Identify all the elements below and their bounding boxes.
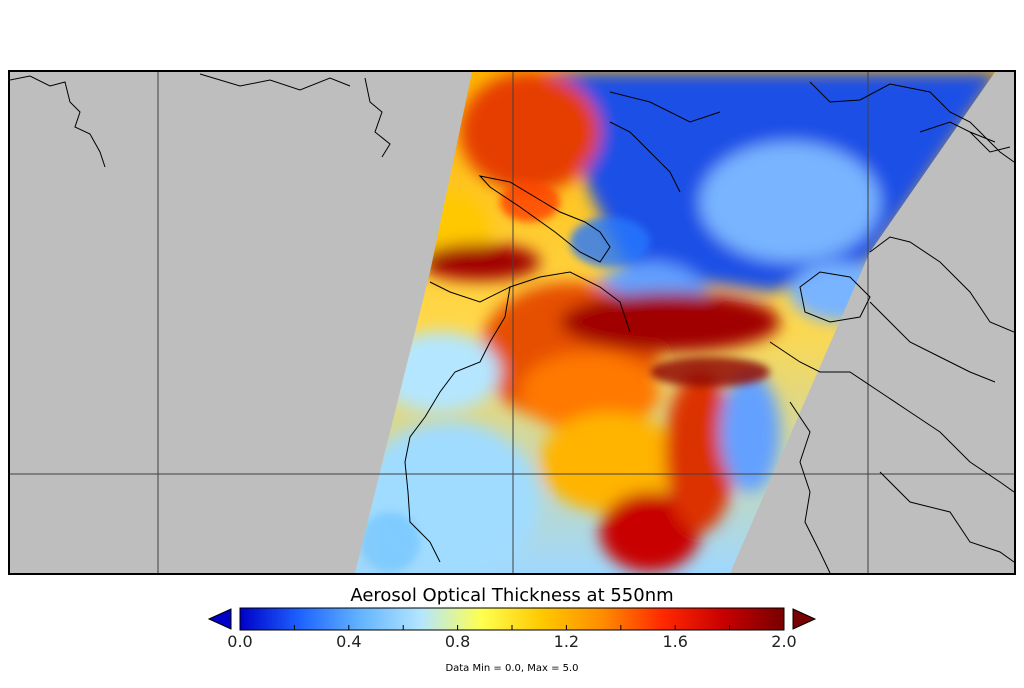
colorbar-overflow-arrow bbox=[792, 608, 817, 630]
colorbar-tick-label: 0.0 bbox=[227, 632, 253, 651]
colorbar-tick-label: 1.2 bbox=[553, 632, 580, 651]
colorbar-title: Aerosol Optical Thickness at 550nm bbox=[350, 585, 674, 606]
colorbar-tick-label: 0.8 bbox=[444, 632, 471, 651]
colorbar-tick-label: 0.4 bbox=[336, 632, 362, 651]
coastlines bbox=[10, 73, 1014, 573]
satellite-swath bbox=[355, 72, 995, 573]
data-range-text: Data Min = 0.0, Max = 5.0 bbox=[445, 663, 579, 674]
colorbar-tick-label: 2.0 bbox=[771, 632, 797, 651]
map-gridlines bbox=[10, 72, 1014, 573]
aerosol-map bbox=[10, 72, 1014, 573]
colorbar-underflow-arrow bbox=[207, 608, 232, 630]
colorbar-tick-label: 1.6 bbox=[662, 632, 688, 651]
map-panel bbox=[8, 70, 1016, 575]
colorbar bbox=[207, 607, 817, 631]
